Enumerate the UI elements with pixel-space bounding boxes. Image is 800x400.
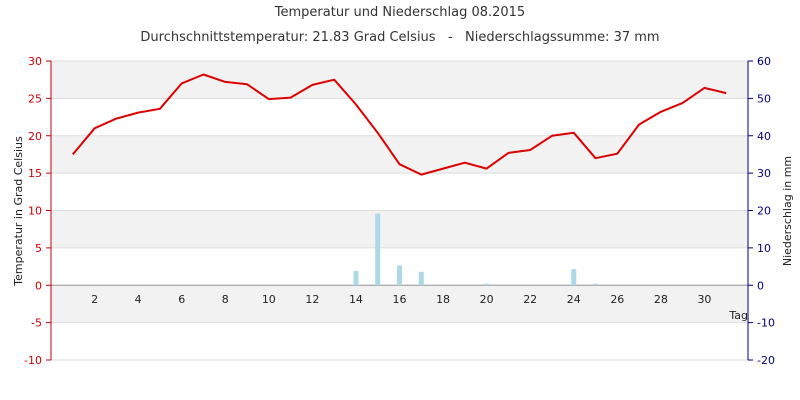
y-right-tick-label: 10: [757, 242, 771, 255]
y-left-tick-label: 0: [35, 279, 42, 292]
x-tick-label: 10: [262, 293, 276, 306]
x-tick-label: 18: [436, 293, 450, 306]
chart-subtitle: Durchschnittstemperatur: 21.83 Grad Cels…: [140, 30, 659, 45]
x-tick-label: 30: [697, 293, 711, 306]
x-tick-label: 12: [305, 293, 319, 306]
y-left-tick-label: -5: [31, 317, 42, 330]
precipitation-bar: [397, 265, 402, 286]
y-left-tick-label: -10: [24, 354, 42, 367]
y-right-tick-label: -10: [757, 317, 775, 330]
y-right-tick-label: 0: [757, 279, 764, 292]
precipitation-bar: [418, 271, 424, 286]
precipitation-bar: [353, 271, 359, 286]
y-axis-left-label: Temperatur in Grad Celsius: [12, 136, 25, 287]
temperature-line: [72, 73, 727, 176]
y-axis-right-label: Niederschlag in mm: [781, 156, 794, 266]
y-left-tick-label: 10: [28, 205, 42, 218]
y-left-tick-label: 5: [35, 242, 42, 255]
x-tick-label: 14: [349, 293, 363, 306]
x-tick-label: 22: [523, 293, 537, 306]
y-left-tick-label: 15: [28, 167, 42, 180]
x-tick-label: 26: [610, 293, 624, 306]
x-tick-label: 24: [567, 293, 581, 306]
precipitation-bar: [484, 283, 490, 286]
grid-band: [51, 210, 748, 248]
x-axis-label: Tag: [728, 309, 748, 322]
grid-band: [51, 61, 748, 99]
y-left-tick-label: 25: [28, 92, 42, 105]
x-tick-label: 20: [480, 293, 494, 306]
y-right-tick-label: -20: [757, 354, 775, 367]
precipitation-bar: [571, 269, 577, 286]
grid-band: [51, 285, 748, 323]
x-tick-label: 8: [222, 293, 229, 306]
x-tick-label: 6: [178, 293, 185, 306]
precipitation-bar: [593, 283, 599, 286]
y-left-tick-label: 30: [28, 55, 42, 68]
y-right-tick-label: 30: [757, 167, 771, 180]
chart-title: Temperatur und Niederschlag 08.2015: [274, 5, 525, 20]
x-tick-label: 4: [135, 293, 142, 306]
x-tick-label: 28: [654, 293, 668, 306]
y-right-tick-label: 60: [757, 55, 771, 68]
y-right-tick-label: 50: [757, 92, 771, 105]
y-right-tick-label: 40: [757, 130, 771, 143]
precipitation-bar: [375, 213, 381, 286]
x-tick-label: 16: [393, 293, 407, 306]
x-tick-label: 2: [91, 293, 98, 306]
grid-band: [51, 135, 748, 174]
y-left-tick-label: 20: [28, 130, 42, 143]
y-right-tick-label: 20: [757, 205, 771, 218]
